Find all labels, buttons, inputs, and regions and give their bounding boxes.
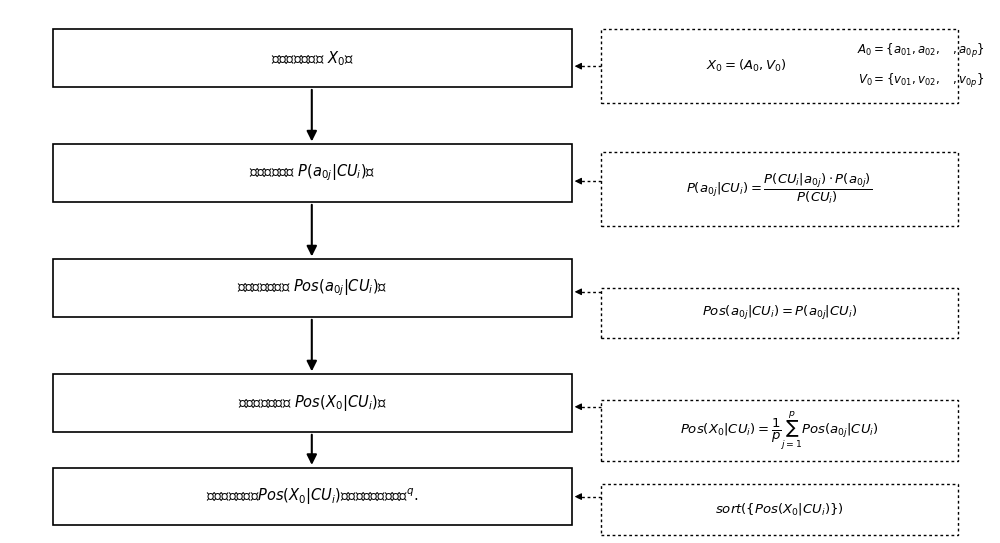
Text: $P(a_{0j}|CU_i)=\dfrac{P(CU_i|a_{0j})\cdot P(a_{0j})}{P(CU_i)}$: $P(a_{0j}|CU_i)=\dfrac{P(CU_i|a_{0j})\cd… xyxy=(686,172,873,206)
Text: 描述一个新问题 $X_0$，: 描述一个新问题 $X_0$， xyxy=(271,49,354,67)
Bar xyxy=(601,29,958,103)
Text: $\mathit{Pos}(a_{0j}|CU_i)=P(a_{0j}|CU_i)$: $\mathit{Pos}(a_{0j}|CU_i)=P(a_{0j}|CU_i… xyxy=(702,304,857,322)
Bar xyxy=(601,152,958,226)
Text: $X_0=(A_0,V_0)$: $X_0=(A_0,V_0)$ xyxy=(706,58,787,74)
Text: 计算条件概率 $P(a_{0j}|CU_i)$，: 计算条件概率 $P(a_{0j}|CU_i)$， xyxy=(249,163,376,184)
Bar xyxy=(53,468,572,526)
Text: 计算匹配可能性 $\mathit{Pos}(X_0|CU_i)$，: 计算匹配可能性 $\mathit{Pos}(X_0|CU_i)$， xyxy=(238,393,387,413)
Text: $V_0=\{v_{01},v_{02},\ \ \ ,v_{0p}\}$: $V_0=\{v_{01},v_{02},\ \ \ ,v_{0p}\}$ xyxy=(858,72,984,90)
Text: $\mathit{sort}(\{\mathit{Pos}(X_0|CU_i)\})$: $\mathit{sort}(\{\mathit{Pos}(X_0|CU_i)\… xyxy=(715,501,844,517)
Text: 计算匹配可能性 $\mathit{Pos}(a_{0j}|CU_i)$，: 计算匹配可能性 $\mathit{Pos}(a_{0j}|CU_i)$， xyxy=(237,278,388,298)
Bar xyxy=(53,144,572,202)
Text: $\mathit{Pos}(X_0|CU_i)=\dfrac{1}{p}\sum_{j=1}^{p}\mathit{Pos}(a_{0j}|CU_i)$: $\mathit{Pos}(X_0|CU_i)=\dfrac{1}{p}\sum… xyxy=(680,409,879,452)
Bar xyxy=(53,374,572,432)
Text: $A_0=\{a_{01},a_{02},\ \ \ ,a_{0p}\}$: $A_0=\{a_{01},a_{02},\ \ \ ,a_{0p}\}$ xyxy=(857,42,985,60)
Bar xyxy=(601,484,958,534)
Bar xyxy=(601,288,958,338)
Bar xyxy=(601,400,958,462)
Bar xyxy=(53,259,572,317)
Bar xyxy=(53,29,572,87)
Text: 选择匹配可能性$\mathit{Pos}(X_0|CU_i)$并找到最佳子案例库$^q$.: 选择匹配可能性$\mathit{Pos}(X_0|CU_i)$并找到最佳子案例库… xyxy=(206,487,419,507)
